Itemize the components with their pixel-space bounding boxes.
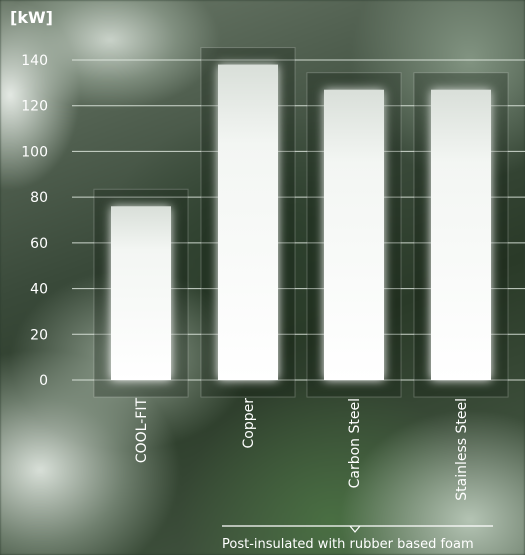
y-tick-label: 140	[21, 53, 48, 69]
y-axis-unit-label: [kW]	[10, 8, 53, 27]
y-tick-labels: 0 20 40 60 80 100 120 140	[21, 53, 48, 389]
x-tick-label: COOL-FIT	[134, 398, 150, 464]
x-tick-label: Copper	[241, 398, 257, 449]
category-bracket	[222, 525, 493, 533]
bars	[111, 64, 491, 381]
y-tick-label: 80	[30, 190, 48, 206]
bar	[218, 64, 278, 381]
y-tick-label: 60	[30, 236, 48, 252]
y-tick-label: 100	[21, 144, 48, 160]
y-tick-label: 40	[30, 282, 48, 298]
y-tick-label: 20	[30, 327, 48, 343]
y-tick-label: 120	[21, 99, 48, 115]
bracket-caption: Post-insulated with rubber based foam	[222, 537, 474, 552]
bracket-tick	[349, 525, 361, 533]
x-tick-label: Carbon Steel	[347, 398, 363, 488]
bar	[324, 89, 384, 380]
bar	[431, 89, 491, 380]
bar	[111, 206, 171, 380]
x-tick-labels: COOL-FIT Copper Carbon Steel Stainless Stee…	[134, 398, 470, 501]
x-tick-label: Stainless Steel	[454, 398, 470, 501]
y-tick-label: 0	[39, 373, 48, 389]
